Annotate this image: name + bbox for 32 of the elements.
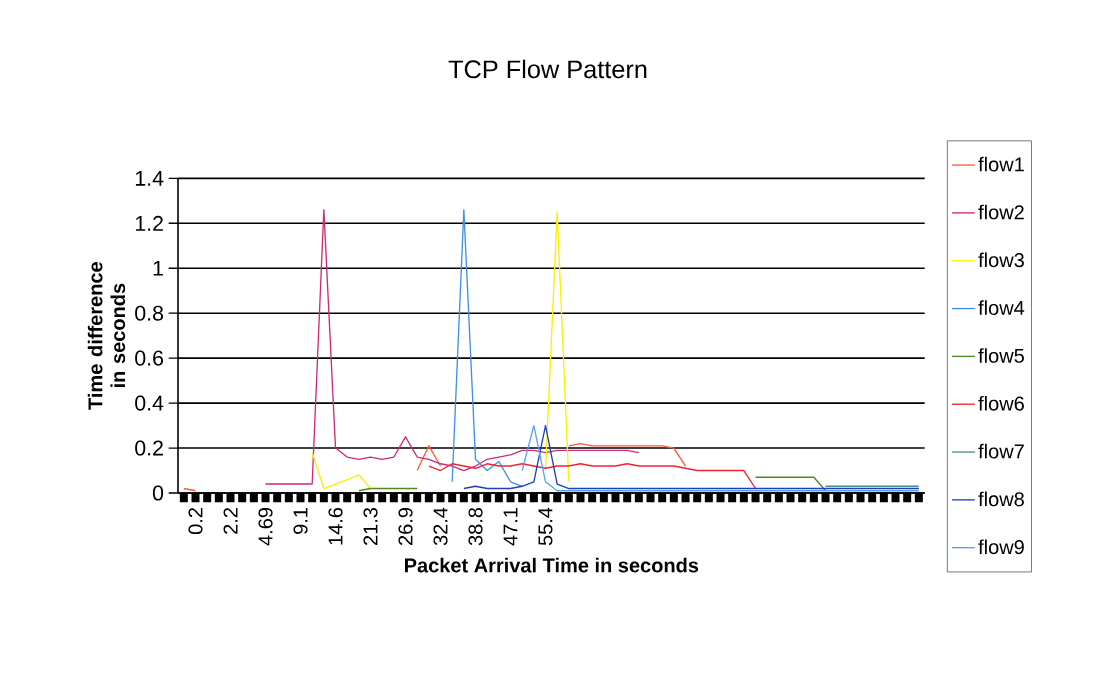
y-tick-label: 1.4 bbox=[135, 170, 164, 186]
legend-label: flow3 bbox=[978, 252, 1024, 268]
legend-label: flow4 bbox=[978, 300, 1025, 315]
y-tick-label: 0.6 bbox=[135, 350, 164, 366]
legend-label: flow5 bbox=[978, 348, 1024, 363]
x-tick-label: 26.9 bbox=[398, 508, 413, 545]
legend-label: flow6 bbox=[978, 395, 1024, 411]
y-tick-label: 0.4 bbox=[135, 395, 164, 411]
x-tick-label: 47.1 bbox=[503, 508, 518, 546]
x-tick-label: 2.2 bbox=[223, 508, 238, 534]
chart-title: TCP Flow Pattern bbox=[448, 59, 647, 79]
line-series bbox=[451, 209, 523, 487]
x-axis-title: Packet Arrival Time in seconds bbox=[405, 557, 699, 573]
x-tick-label: 14.6 bbox=[328, 507, 343, 545]
x-tick-label: 21.3 bbox=[363, 507, 378, 545]
y-tick-label: 1.2 bbox=[135, 215, 163, 231]
x-tick-label: 55.4 bbox=[538, 507, 553, 546]
legend-label: flow1 bbox=[978, 156, 1024, 172]
y-axis-title: Time difference in seconds bbox=[87, 262, 126, 410]
x-tick-label: 4.69 bbox=[258, 508, 273, 546]
legend-label: flow7 bbox=[978, 443, 1024, 459]
y-tick-label: 1 bbox=[153, 260, 163, 276]
x-tick-label: 9.1 bbox=[293, 508, 308, 534]
x-tick-label: 38.8 bbox=[468, 507, 483, 546]
x-tick-label: 0.2 bbox=[188, 508, 203, 535]
legend-label: flow8 bbox=[978, 491, 1024, 507]
legend-label: flow2 bbox=[978, 204, 1024, 220]
y-tick-label: 0.2 bbox=[135, 440, 163, 456]
legend-label: flow9 bbox=[978, 539, 1024, 555]
x-tick-label: 32.4 bbox=[433, 507, 448, 546]
y-tick-label: 0.8 bbox=[135, 305, 164, 321]
y-tick-label: 0 bbox=[152, 485, 164, 501]
